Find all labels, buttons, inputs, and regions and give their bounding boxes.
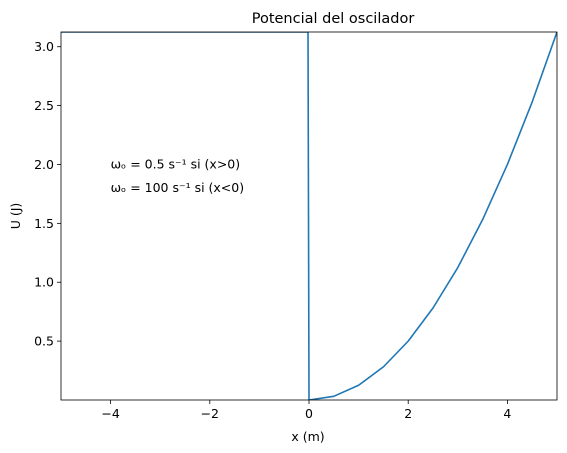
y-tick-label: 1.5 xyxy=(34,216,54,231)
series-line-0 xyxy=(61,32,557,400)
chart-title: Potencial del oscilador xyxy=(252,11,415,27)
x-tick-label: −2 xyxy=(201,406,219,421)
y-tick-label: 1.0 xyxy=(34,275,54,290)
plot-area: ωₒ = 0.5 s⁻¹ si (x>0) ωₒ = 100 s⁻¹ si (x<… xyxy=(61,32,557,400)
y-tick-label: 2.0 xyxy=(34,157,54,172)
y-axis-label: U (J) xyxy=(8,203,23,230)
annotation-1: ωₒ = 100 s⁻¹ si (x<0) xyxy=(111,180,245,195)
y-tick-label: 2.5 xyxy=(34,98,54,113)
y-tick-label: 3.0 xyxy=(34,39,54,54)
x-tick-label: 2 xyxy=(404,406,412,421)
x-axis-label: x (m) xyxy=(291,429,324,444)
x-tick-label: 0 xyxy=(305,406,313,421)
x-tick-label: 4 xyxy=(503,406,511,421)
annotation-0: ωₒ = 0.5 s⁻¹ si (x>0) xyxy=(111,156,241,171)
axes: −4 −2 0 2 4 0.5 1.0 1.5 2.0 2.5 3.0 xyxy=(34,31,558,421)
y-tick-label: 0.5 xyxy=(34,334,54,349)
x-tick-label: −4 xyxy=(101,406,119,421)
